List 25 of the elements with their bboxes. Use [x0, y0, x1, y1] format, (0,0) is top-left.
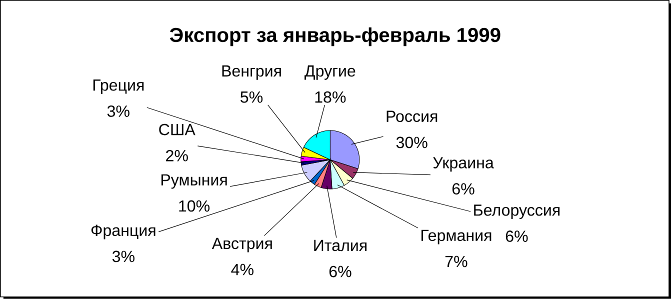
slice-label: Италия	[314, 240, 367, 252]
slice-label: Венгрия	[222, 65, 281, 80]
slice-label: Германия	[422, 230, 492, 244]
data-label: 18%	[315, 91, 346, 103]
data-label: 10%	[179, 200, 210, 212]
slice-label: Россия	[386, 110, 438, 122]
slice-label: Румыния	[161, 174, 227, 189]
slice-label: Греция	[93, 80, 144, 94]
chart-title: Экспорт за январь-февраль 1999	[170, 27, 500, 46]
slice-label: Франция	[91, 224, 156, 240]
data-label: 30%	[396, 136, 428, 148]
data-label: 6%	[329, 266, 352, 278]
data-label: 3%	[112, 250, 134, 262]
data-label: 2%	[166, 150, 188, 162]
slice-label: Украина	[433, 157, 494, 172]
slice-label: Другие	[304, 65, 356, 80]
data-label: 4%	[231, 264, 254, 276]
slice-label: Белоруссия	[474, 204, 560, 220]
data-label: 6%	[506, 230, 528, 242]
data-label: 6%	[452, 183, 474, 195]
data-label: 3%	[107, 106, 130, 117]
slice-label: Австрия	[212, 238, 272, 252]
slice-label: США	[159, 124, 196, 136]
data-label: 7%	[445, 256, 468, 268]
data-label: 5%	[240, 92, 263, 103]
